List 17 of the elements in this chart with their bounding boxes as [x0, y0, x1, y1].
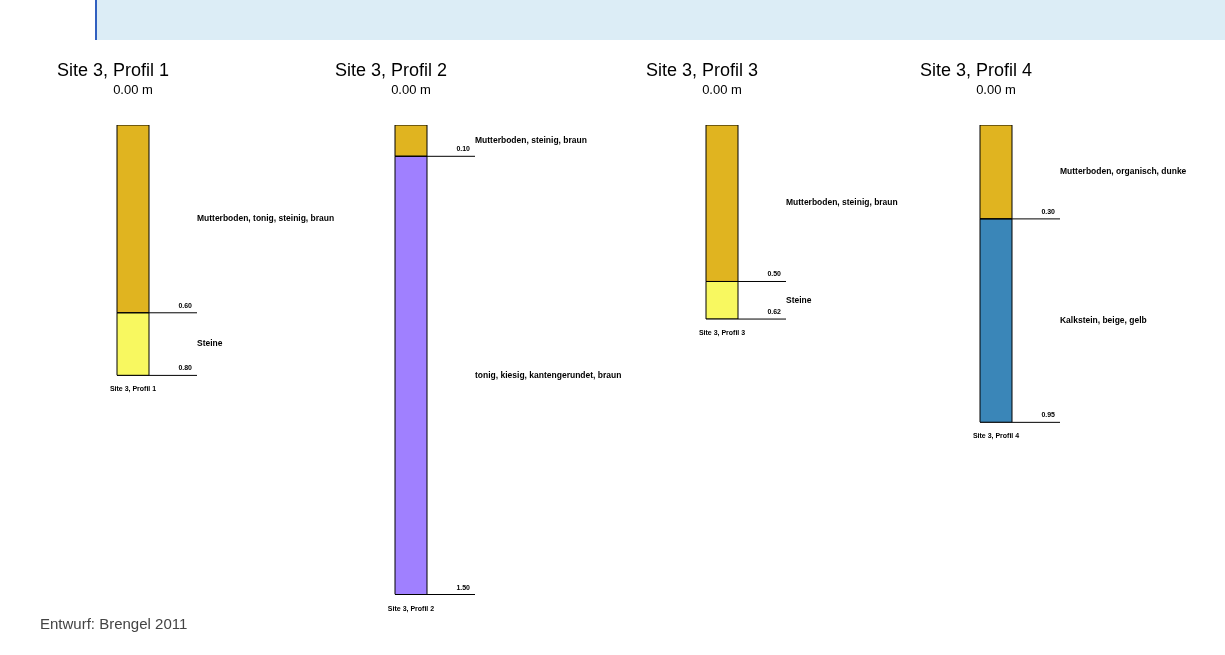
text: tonig, kiesig, kantengerundet, braun: [475, 369, 622, 380]
x-tick-label: Site 3, Profil 1: [57, 60, 170, 81]
text: Entwurf: Brengel 2011: [40, 615, 188, 632]
text: 0.00 m: [976, 82, 1016, 97]
x-tick-label: Site 3, Profil 4: [920, 60, 1033, 81]
text: Steine: [197, 338, 223, 349]
text: Steine: [786, 294, 812, 305]
text: Mutterboden, tonig, steinig, braun: [197, 213, 335, 224]
x-tick-label: Site 3, Profil 3: [646, 60, 759, 81]
text: Kalkstein, beige, gelb: [1060, 314, 1147, 325]
text: 0.00 m: [113, 82, 153, 97]
text: Mutterboden, steinig, braun: [475, 134, 587, 145]
x-tick-label: Site 3, Profil 2: [335, 60, 448, 81]
text: 0.00 m: [702, 82, 742, 97]
text: Mutterboden, steinig, braun: [786, 197, 898, 208]
text: Mutterboden, organisch, dunke: [1060, 166, 1187, 177]
text: 0.00 m: [391, 82, 431, 97]
